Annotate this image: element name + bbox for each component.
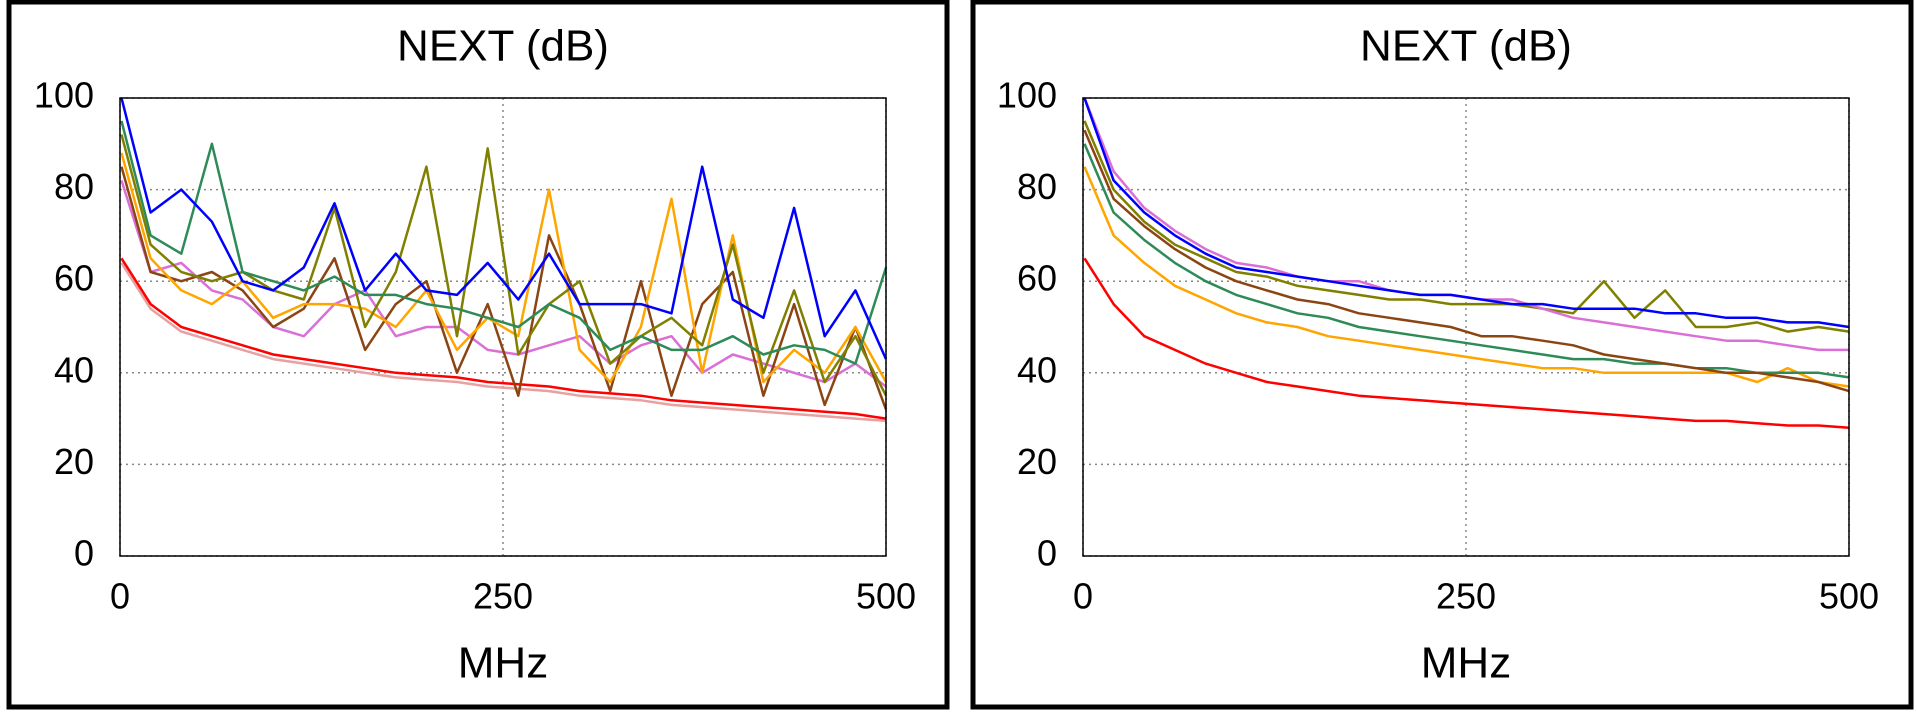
chart-title: NEXT (dB) bbox=[1360, 22, 1572, 71]
data-line bbox=[120, 262, 887, 423]
y-tick-label: 0 bbox=[74, 533, 94, 574]
data-line bbox=[120, 152, 888, 384]
data-line bbox=[120, 97, 888, 360]
y-tick-label: 20 bbox=[1017, 441, 1057, 482]
x-axis-label: MHz bbox=[1421, 639, 1511, 688]
y-tick-label: 100 bbox=[997, 75, 1057, 116]
panel-border bbox=[970, 0, 1914, 710]
panel-border bbox=[6, 0, 950, 710]
data-line bbox=[120, 257, 887, 420]
y-tick-label: 60 bbox=[54, 258, 94, 299]
y-tick-label: 40 bbox=[54, 349, 94, 390]
x-tick-label: 250 bbox=[1436, 576, 1496, 617]
data-line bbox=[120, 120, 888, 365]
y-tick-label: 20 bbox=[54, 441, 94, 482]
y-tick-label: 40 bbox=[1017, 349, 1057, 390]
x-tick-label: 0 bbox=[1073, 576, 1093, 617]
x-axis-label: MHz bbox=[458, 639, 548, 688]
plot-border bbox=[1082, 97, 1850, 557]
data-line bbox=[1083, 120, 1850, 333]
y-tick-label: 60 bbox=[1017, 258, 1057, 299]
x-tick-label: 0 bbox=[110, 576, 130, 617]
x-tick-label: 500 bbox=[856, 576, 916, 617]
data-line bbox=[1083, 129, 1850, 393]
plot-border bbox=[119, 97, 887, 557]
data-line bbox=[120, 166, 888, 410]
data-line bbox=[1083, 97, 1850, 329]
x-tick-label: 250 bbox=[473, 576, 533, 617]
data-line bbox=[1083, 143, 1850, 379]
chart-title: NEXT (dB) bbox=[397, 22, 609, 71]
y-tick-label: 80 bbox=[54, 166, 94, 207]
y-tick-label: 0 bbox=[1037, 533, 1057, 574]
data-line bbox=[1083, 257, 1850, 430]
y-tick-label: 100 bbox=[34, 75, 94, 116]
y-tick-label: 80 bbox=[1017, 166, 1057, 207]
x-tick-label: 500 bbox=[1819, 576, 1879, 617]
